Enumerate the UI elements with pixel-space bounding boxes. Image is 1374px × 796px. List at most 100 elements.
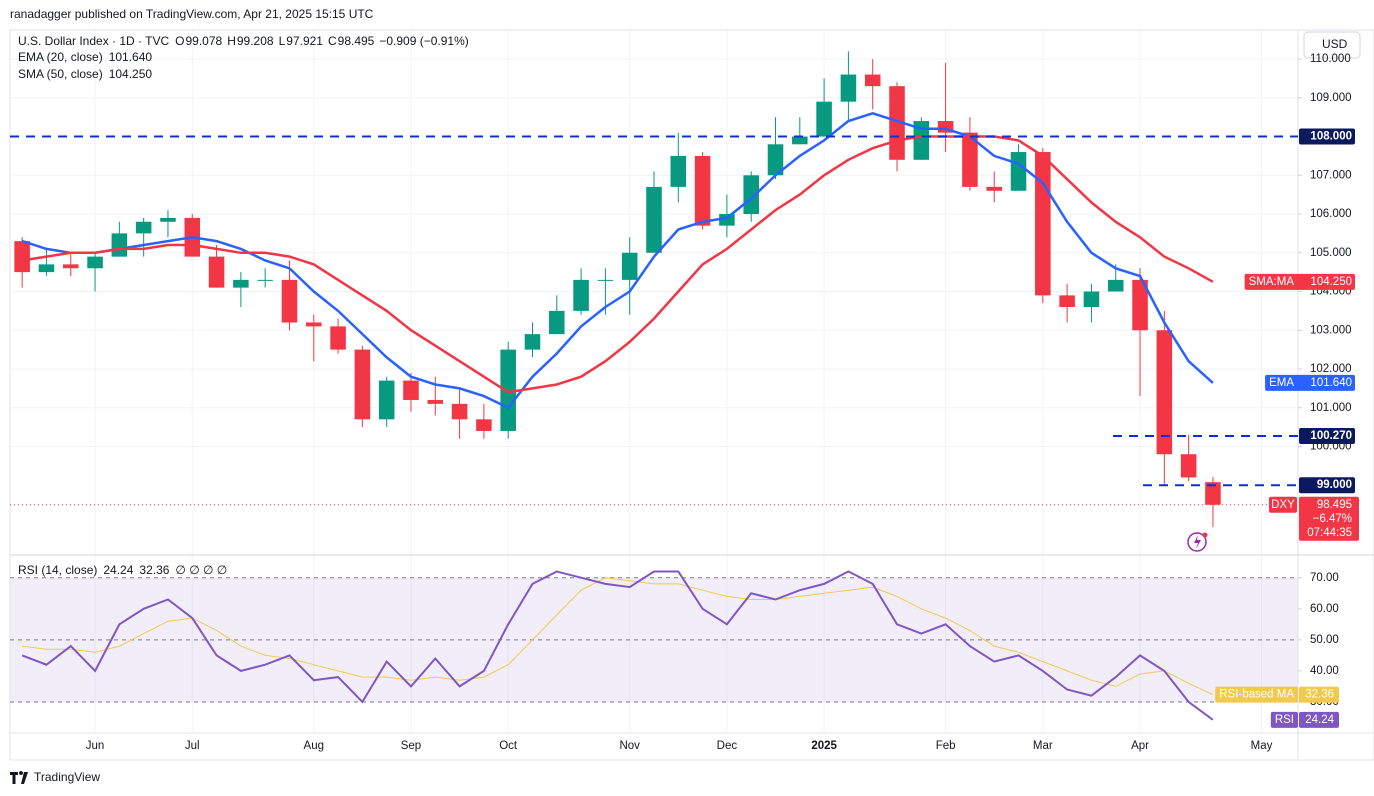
candle-body xyxy=(767,144,784,176)
candle-body xyxy=(451,403,468,420)
last-price-countdown: 07:44:35 xyxy=(1307,527,1352,539)
overlay-tag-value: 104.250 xyxy=(1310,276,1352,288)
x-tick-label: Oct xyxy=(499,740,518,752)
x-tick-label: 2025 xyxy=(811,740,837,752)
alert-icon[interactable] xyxy=(1187,532,1208,552)
candle-body xyxy=(986,186,1003,191)
rsi-tag-value: 24.24 xyxy=(1305,714,1334,726)
candle-body xyxy=(281,279,298,323)
frame xyxy=(9,29,1374,761)
legend-text: 97.921 xyxy=(286,34,323,48)
y-tick-label: 102.000 xyxy=(1310,363,1352,375)
legend-text: O xyxy=(175,34,184,48)
candle-body xyxy=(476,419,492,431)
candle-body xyxy=(111,233,128,257)
y-tick-label: 103.000 xyxy=(1310,324,1352,336)
legend-text: 99.078 xyxy=(186,34,223,48)
candle-body xyxy=(573,279,589,311)
x-tick-label: Sep xyxy=(401,740,421,752)
candle-body xyxy=(160,217,176,222)
x-tick-label: Feb xyxy=(936,740,956,752)
rsi-tag-name: RSI-based MA xyxy=(1219,689,1294,701)
candle-body xyxy=(135,221,152,234)
candle-body xyxy=(257,279,273,281)
candle-body xyxy=(1156,330,1173,455)
x-tick-label: May xyxy=(1251,740,1273,752)
candle-body xyxy=(694,155,711,226)
x-tick-label: Jul xyxy=(185,740,200,752)
candle-body xyxy=(403,380,419,400)
y-tick-label: 101.000 xyxy=(1310,402,1352,414)
currency-box[interactable] xyxy=(1303,31,1361,59)
candle-body xyxy=(1059,295,1075,307)
overlay-tag-bg xyxy=(1244,273,1355,290)
candle-body xyxy=(233,279,249,288)
rsi-tag-bg xyxy=(1270,711,1298,728)
rsi-line xyxy=(22,577,1214,696)
candle-body xyxy=(840,74,857,102)
candle-body xyxy=(330,326,346,350)
candle-body xyxy=(1083,291,1100,307)
candle-body xyxy=(354,349,371,420)
rsi-y-tick-label: 60.00 xyxy=(1310,603,1339,615)
candle-body xyxy=(913,121,930,160)
candle-body xyxy=(597,279,614,281)
level-tag xyxy=(1299,477,1355,494)
rsi-value-bg xyxy=(1299,686,1339,703)
last-price-name-bg xyxy=(1269,496,1297,513)
x-tick-label: Jun xyxy=(86,740,105,752)
rsi-y-tick-label: 70.00 xyxy=(1310,572,1339,584)
legend-text: 101.640 xyxy=(109,50,153,64)
last-price-tag xyxy=(1299,496,1359,541)
rsi-y-tick-label: 50.00 xyxy=(1310,634,1339,646)
level-label: 99.000 xyxy=(1317,479,1352,491)
y-tick-label: 105.000 xyxy=(1310,247,1352,259)
x-tick-label: Apr xyxy=(1131,740,1149,752)
candle-body xyxy=(719,214,735,226)
candle-body xyxy=(1205,482,1221,505)
overlay-tag-name: EMA xyxy=(1269,377,1294,389)
rsi-y-tick-label: 40.00 xyxy=(1310,665,1339,677)
candle-body xyxy=(38,264,55,273)
legend-text: −0.909 (−0.91%) xyxy=(379,34,468,48)
last-price-change: −6.47% xyxy=(1313,513,1352,525)
level-tag xyxy=(1299,428,1355,445)
x-tick-label: Nov xyxy=(619,740,640,752)
overlay-line xyxy=(21,111,1214,410)
candle-body xyxy=(549,310,565,335)
level-tag xyxy=(1299,128,1355,145)
candle-body xyxy=(87,256,103,269)
rsi-line xyxy=(21,570,1214,721)
level-label: 108.000 xyxy=(1310,131,1352,143)
candle-body xyxy=(1107,279,1124,292)
candle-body xyxy=(378,380,395,420)
candle-body xyxy=(646,186,662,253)
candle-body xyxy=(670,155,687,187)
legend-text: 32.36 xyxy=(139,563,169,577)
legend-text: RSI (14, close) xyxy=(18,563,97,577)
legend-text: 99.208 xyxy=(237,34,274,48)
candle-body xyxy=(62,264,79,269)
rsi-tag-bg xyxy=(1215,686,1298,703)
level-label: 100.270 xyxy=(1310,430,1352,442)
candle-body xyxy=(524,334,541,350)
candle-body xyxy=(621,252,638,280)
candle-body xyxy=(500,349,516,431)
x-tick-label: Dec xyxy=(717,740,738,752)
candle-body xyxy=(305,322,322,327)
legend-text: C xyxy=(328,34,337,48)
candle-body xyxy=(743,175,759,215)
rsi-tag-value: 32.36 xyxy=(1305,689,1334,701)
candle-body xyxy=(1035,152,1051,296)
legend-text: SMA (50, close) xyxy=(18,67,103,81)
footer-logo xyxy=(10,771,28,784)
legend-text: H xyxy=(227,34,236,48)
candle-body xyxy=(962,132,978,187)
y-tick-label: 110.000 xyxy=(1310,53,1351,65)
last-price-name: DXY xyxy=(1271,499,1295,511)
last-price-value: 98.495 xyxy=(1317,499,1352,511)
candle-body xyxy=(816,101,832,137)
candle-body xyxy=(937,121,954,133)
candle-body xyxy=(864,74,881,87)
currency: USD xyxy=(1322,37,1348,51)
